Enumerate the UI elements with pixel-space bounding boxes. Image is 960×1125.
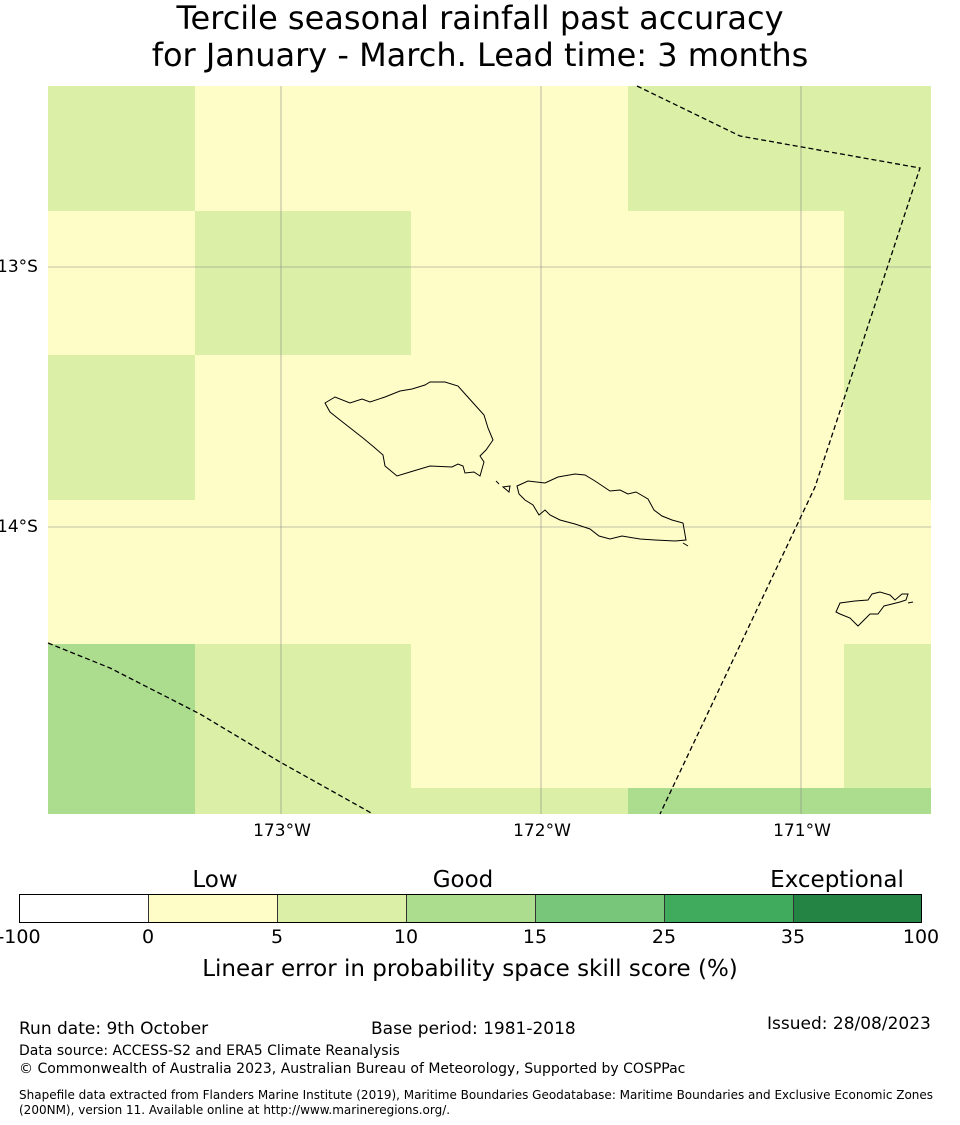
chart-title-line1: Tercile seasonal rainfall past accuracy: [176, 0, 784, 37]
graticule: [48, 86, 931, 814]
skill-score-map: [47, 85, 931, 815]
shapefile-credit: Shapefile data extracted from Flanders M…: [19, 1088, 934, 1117]
map-cell: [411, 788, 628, 814]
colorbar-segment: [149, 895, 278, 922]
map-cell: [844, 211, 931, 500]
colorbar-segment: [794, 895, 921, 922]
lon-label-172w: 172°W: [513, 821, 571, 841]
legend-category-low: Low: [192, 867, 238, 893]
colorbar-tick: 15: [522, 926, 548, 948]
map-cell: [844, 644, 931, 788]
map-cell: [628, 86, 931, 211]
maritime-boundary: [47, 85, 921, 815]
legend-category-exceptional: Exceptional: [770, 867, 904, 893]
base-period: Base period: 1981-2018: [371, 1019, 576, 1039]
colorbar-tick: 0: [141, 926, 155, 948]
copyright: © Commonwealth of Australia 2023, Austra…: [19, 1061, 686, 1077]
map-cell: [195, 211, 411, 355]
colorbar-segment: [278, 895, 407, 922]
run-date: Run date: 9th October: [19, 1019, 209, 1039]
legend-category-good: Good: [432, 867, 494, 893]
colorbar-tick: 100: [902, 926, 940, 948]
colorbar-segment: [20, 895, 149, 922]
lon-label-173w: 173°W: [253, 821, 311, 841]
lat-label-13s: 13°S: [0, 257, 38, 277]
colorbar-tick: -100: [0, 926, 41, 948]
coastline: [324, 381, 914, 627]
colorbar-segment: [665, 895, 794, 922]
map-cell: [195, 644, 411, 814]
map-cell: [48, 644, 195, 814]
map-cell: [48, 355, 195, 500]
colorbar-tick: 10: [393, 926, 419, 948]
colorbar-tick: 5: [270, 926, 284, 948]
issued-date: Issued: 28/08/2023: [767, 1014, 931, 1034]
lat-label-14s: 14°S: [0, 517, 38, 537]
lon-label-171w: 171°W: [773, 821, 831, 841]
colorbar-tick: 25: [651, 926, 677, 948]
colorbar-segment: [407, 895, 536, 922]
colorbar-segment: [536, 895, 665, 922]
chart-title-line2: for January - March. Lead time: 3 months: [151, 36, 809, 74]
colorbar: [19, 894, 922, 923]
map-cell: [48, 86, 195, 211]
map-cell: [628, 788, 931, 814]
colorbar-label: Linear error in probability space skill …: [202, 956, 738, 982]
data-source: Data source: ACCESS-S2 and ERA5 Climate …: [19, 1043, 400, 1059]
colorbar-tick: 35: [780, 926, 806, 948]
